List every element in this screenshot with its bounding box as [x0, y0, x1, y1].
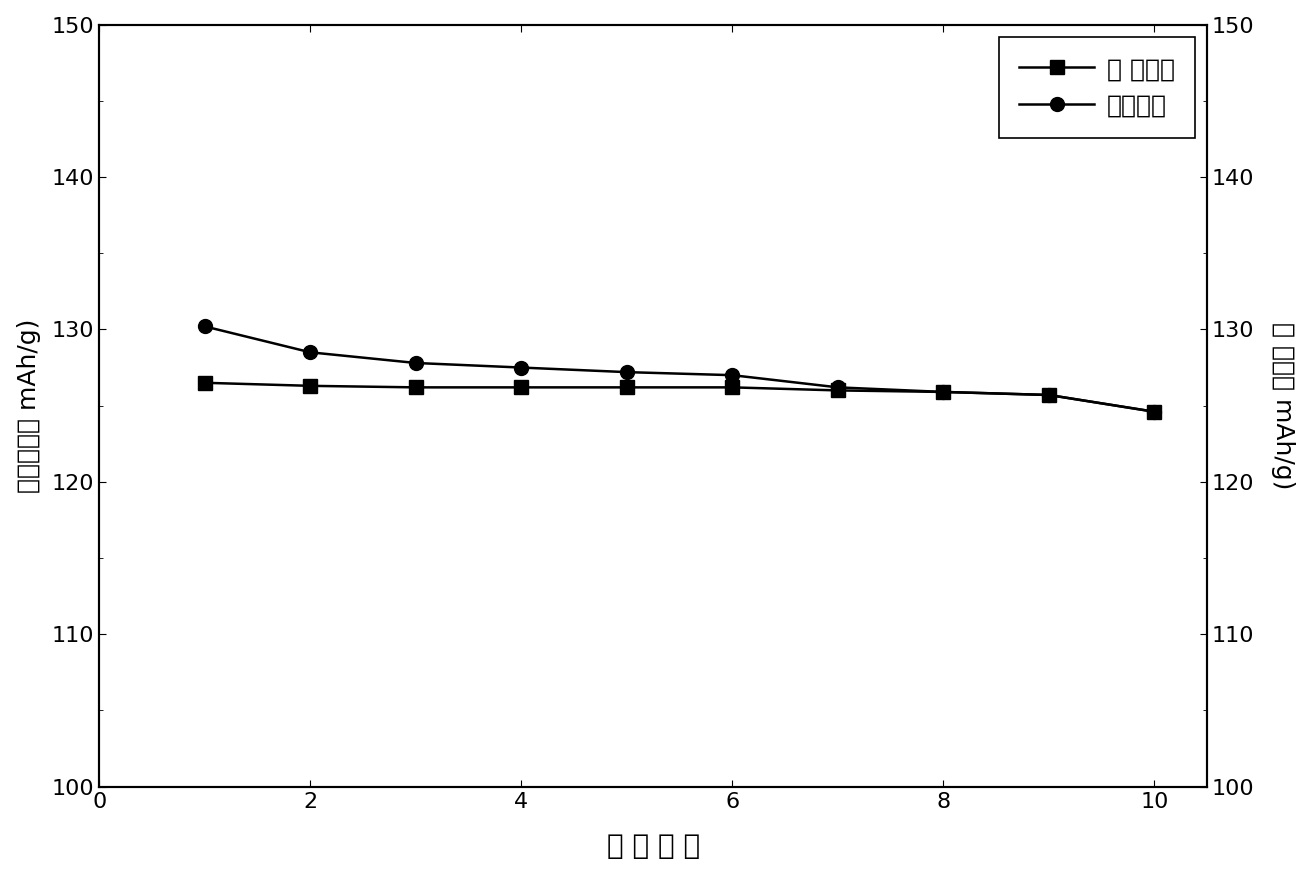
Line: 充电电容: 充电电容 [198, 319, 1161, 418]
充电电容 [197, 321, 213, 332]
充电电容 [1147, 406, 1162, 417]
放 电电容 [408, 382, 424, 393]
放 电电容 [513, 382, 529, 393]
充电电容 [724, 370, 740, 381]
充电电容 [303, 347, 319, 358]
充电电容 [408, 358, 424, 368]
充电电容 [935, 387, 951, 397]
放 电电容 [830, 385, 846, 396]
放 电电容 [619, 382, 635, 393]
放 电电容 [724, 382, 740, 393]
充电电容 [619, 367, 635, 377]
充电电容 [1040, 389, 1056, 400]
Line: 放 电电容: 放 电电容 [198, 376, 1161, 418]
Legend: 放 电电容, 充电电容: 放 电电容, 充电电容 [1000, 37, 1195, 138]
放 电电容 [935, 387, 951, 397]
X-axis label: 循 环 次 数: 循 环 次 数 [606, 832, 699, 860]
充电电容 [830, 382, 846, 393]
放 电电容 [197, 377, 213, 388]
放 电电容 [1147, 406, 1162, 417]
放 电电容 [1040, 389, 1056, 400]
Y-axis label: 放 电电容 mAh/g): 放 电电容 mAh/g) [1271, 322, 1295, 489]
充电电容 [513, 362, 529, 373]
放 电电容 [303, 381, 319, 391]
Y-axis label: 充电电容（ mAh/g): 充电电容（ mAh/g) [17, 318, 41, 493]
